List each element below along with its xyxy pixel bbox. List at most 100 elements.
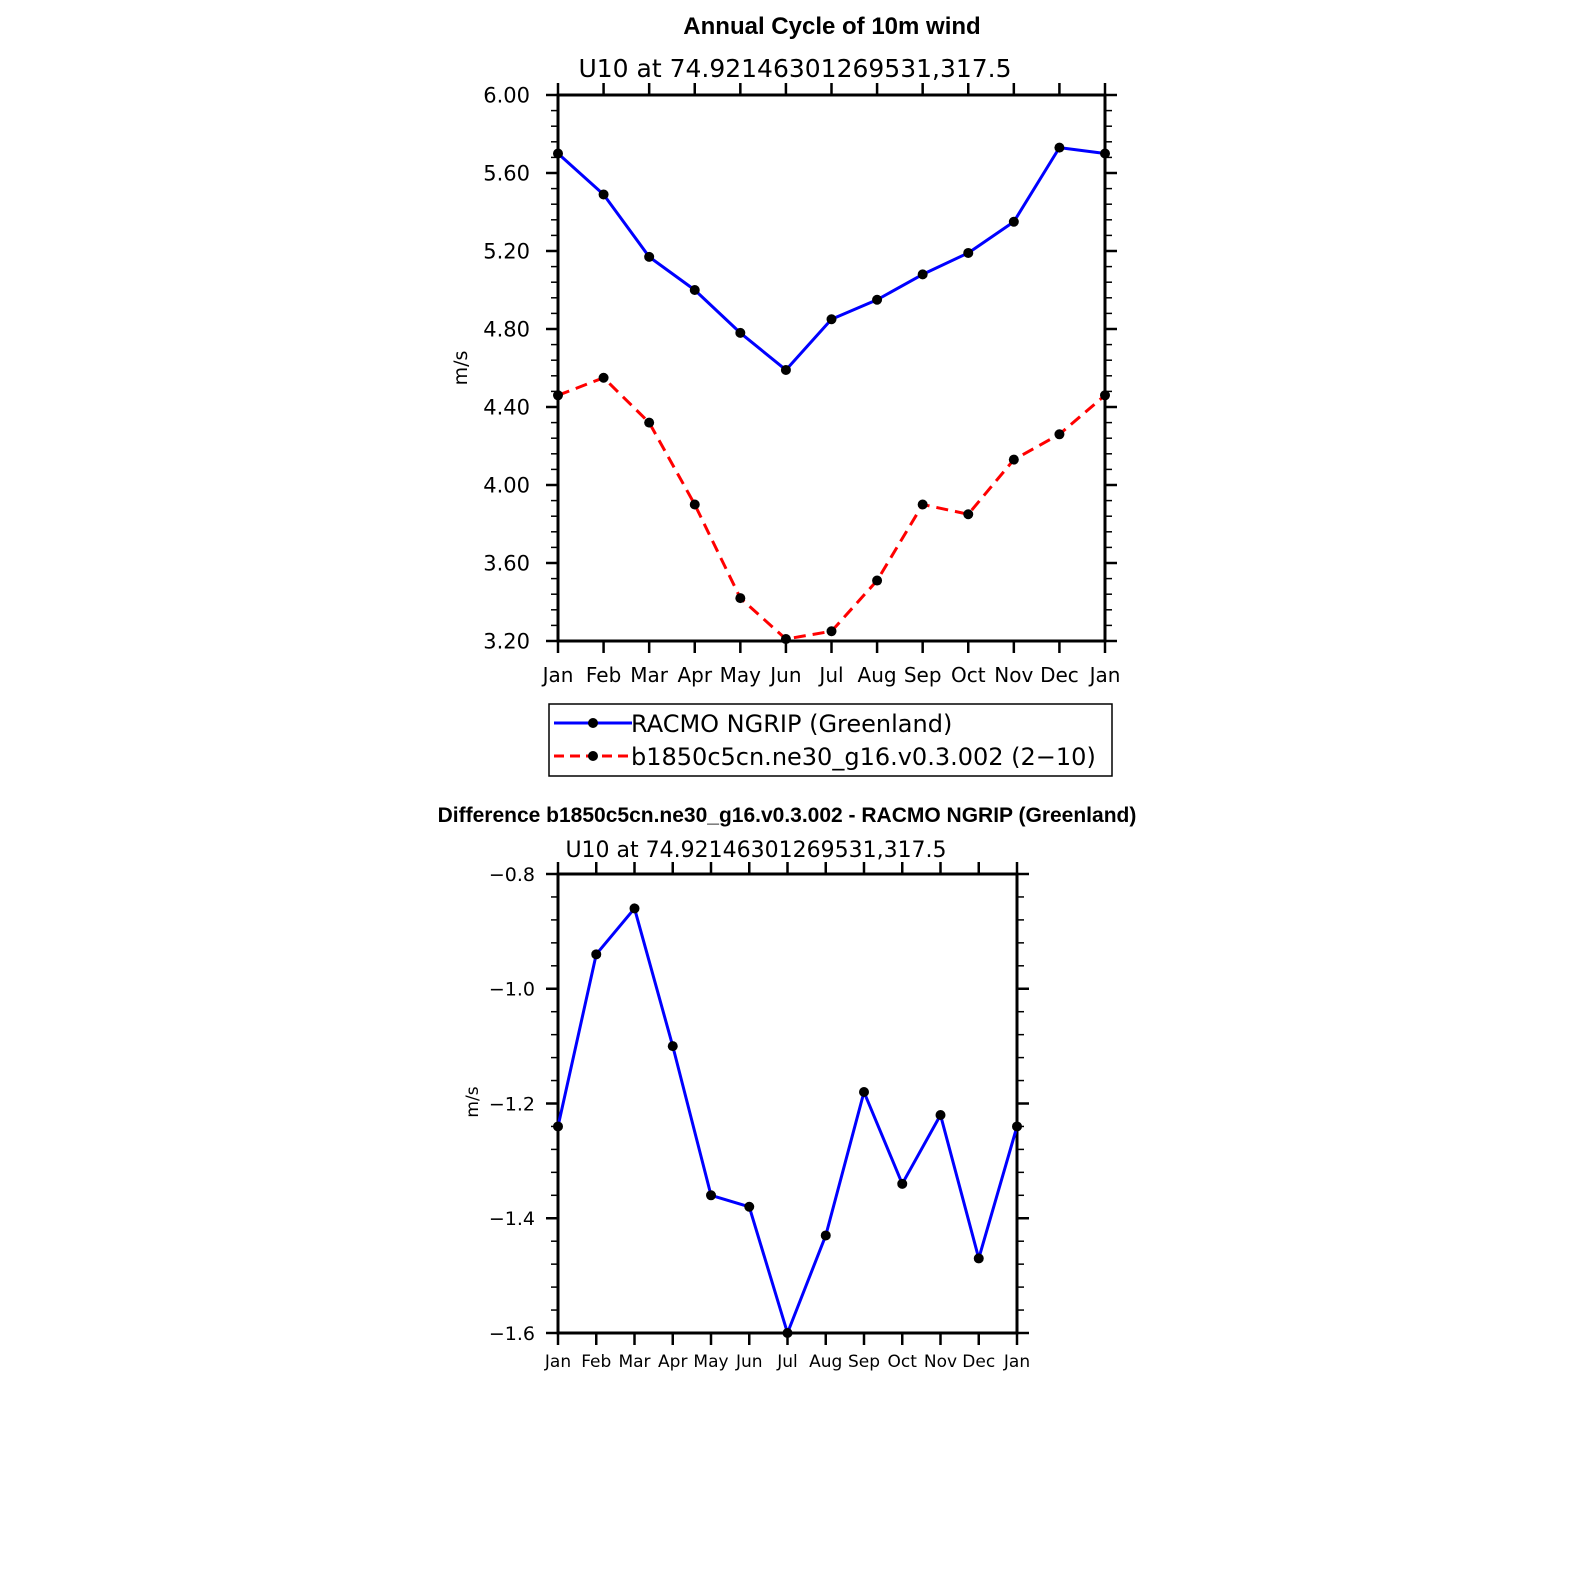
x-tick-label: Mar — [630, 663, 669, 687]
legend-label-b1850: b1850c5cn.ne30_g16.v0.3.002 (2−10) — [631, 743, 1096, 771]
axis-ticks — [546, 862, 1029, 1345]
y-axis-label: m/s — [463, 1086, 483, 1117]
y-tick-label: −1.0 — [489, 979, 535, 1001]
data-point — [935, 1109, 946, 1120]
x-tick-label: Dec — [962, 1352, 995, 1372]
data-point — [644, 417, 655, 428]
series-line-1 — [557, 376, 1106, 641]
x-tick-labels: Jan Feb Mar Apr May Jun Jul Aug Sep Oct Nov Dec Jan — [544, 1352, 1030, 1372]
annual-cycle-chart: Annual Cycle of 10m wind U10 at 74.92146… — [450, 13, 1121, 777]
x-tick-label: Sep — [848, 1352, 880, 1372]
x-tick-label: Jan — [1088, 663, 1121, 687]
x-tick-label: Jan — [541, 663, 574, 687]
data-point — [917, 499, 928, 510]
data-point — [598, 189, 609, 200]
x-tick-label: Oct — [888, 1352, 918, 1372]
series-group — [553, 903, 1022, 1338]
data-point — [780, 364, 791, 375]
x-tick-label: Jul — [817, 663, 843, 687]
series-line-0 — [556, 906, 1019, 1335]
data-point — [897, 1178, 908, 1189]
legend: RACMO NGRIP (Greenland) b1850c5cn.ne30_g… — [548, 703, 1113, 777]
data-point — [1054, 429, 1065, 440]
data-point — [1012, 1121, 1022, 1132]
plot-frame — [556, 872, 1019, 1335]
data-point — [973, 1253, 984, 1264]
data-point — [644, 251, 655, 262]
data-point — [826, 314, 837, 325]
x-tick-label: Jun — [735, 1352, 763, 1372]
data-point — [780, 634, 791, 645]
x-tick-label: Mar — [618, 1352, 650, 1372]
data-point — [1100, 390, 1110, 401]
data-point — [735, 327, 746, 338]
chart-subtitle: U10 at 74.92146301269531,317.5 — [565, 838, 946, 863]
data-point — [872, 575, 883, 586]
x-tick-label: Dec — [1040, 663, 1079, 687]
x-tick-label: Aug — [809, 1352, 842, 1372]
y-tick-label: 4.00 — [483, 474, 530, 498]
difference-chart: Difference b1850c5cn.ne30_g16.v0.3.002 -… — [438, 804, 1137, 1372]
y-tick-label: 3.20 — [483, 630, 530, 654]
series-line-0 — [556, 146, 1106, 372]
data-point — [591, 949, 602, 960]
x-tick-label: Oct — [951, 663, 986, 687]
x-tick-label: Apr — [677, 663, 712, 687]
data-point — [667, 1041, 678, 1052]
y-tick-label: 3.60 — [483, 552, 530, 576]
data-point — [963, 509, 974, 520]
data-point — [553, 1121, 563, 1132]
y-tick-label: 6.00 — [483, 84, 530, 108]
data-point — [782, 1328, 793, 1338]
y-tick-label: −0.8 — [489, 864, 535, 886]
x-tick-label: Jul — [776, 1352, 798, 1372]
y-tick-labels: 3.20 3.60 4.00 4.40 4.80 5.20 5.60 6.00 — [483, 84, 530, 654]
data-point — [826, 626, 837, 637]
data-point — [553, 148, 563, 159]
data-point — [963, 247, 974, 258]
data-point — [553, 390, 563, 401]
data-point — [1008, 454, 1019, 465]
data-point — [820, 1230, 831, 1241]
legend-marker-b1850 — [588, 751, 598, 761]
y-tick-label: 4.40 — [483, 396, 530, 420]
y-tick-label: 5.20 — [483, 240, 530, 264]
chart-title: Difference b1850c5cn.ne30_g16.v0.3.002 -… — [438, 804, 1137, 827]
y-axis-label: m/s — [450, 351, 472, 386]
x-tick-label: May — [693, 1352, 728, 1372]
axis-ticks — [546, 83, 1117, 653]
data-point — [917, 269, 928, 280]
x-tick-labels: Jan Feb Mar Apr May Jun Jul Aug Sep Oct Nov Dec Jan — [541, 663, 1121, 687]
x-tick-label: Nov — [924, 1352, 957, 1372]
data-point — [706, 1190, 716, 1201]
x-tick-label: Jan — [1003, 1352, 1030, 1372]
data-point — [689, 499, 700, 510]
data-point — [1054, 142, 1065, 153]
data-point — [1100, 148, 1110, 159]
data-point — [735, 593, 746, 604]
legend-box — [548, 703, 1113, 777]
x-tick-label: Aug — [858, 663, 897, 687]
y-tick-label: −1.6 — [489, 1323, 535, 1345]
x-tick-label: May — [720, 663, 762, 687]
data-point — [1008, 216, 1019, 227]
data-point — [689, 285, 700, 295]
legend-marker-racmo — [588, 718, 598, 728]
x-tick-label: Feb — [586, 663, 621, 687]
x-tick-label: Apr — [658, 1352, 687, 1372]
y-tick-label: 4.80 — [483, 318, 530, 342]
plot-frame — [556, 93, 1107, 643]
y-tick-label: −1.4 — [489, 1208, 535, 1230]
x-tick-label: Jun — [768, 663, 801, 687]
x-tick-label: Nov — [994, 663, 1033, 687]
legend-label-racmo: RACMO NGRIP (Greenland) — [631, 710, 952, 738]
data-point — [598, 372, 609, 383]
chart-subtitle: U10 at 74.92146301269531,317.5 — [578, 54, 1011, 83]
y-tick-label: −1.2 — [489, 1093, 535, 1115]
chart-title: Annual Cycle of 10m wind — [683, 13, 980, 40]
series-group — [553, 142, 1110, 645]
y-tick-labels: −1.6 −1.4 −1.2 −1.0 −0.8 — [489, 864, 535, 1345]
y-tick-label: 5.60 — [483, 162, 530, 186]
x-tick-label: Sep — [904, 663, 942, 687]
